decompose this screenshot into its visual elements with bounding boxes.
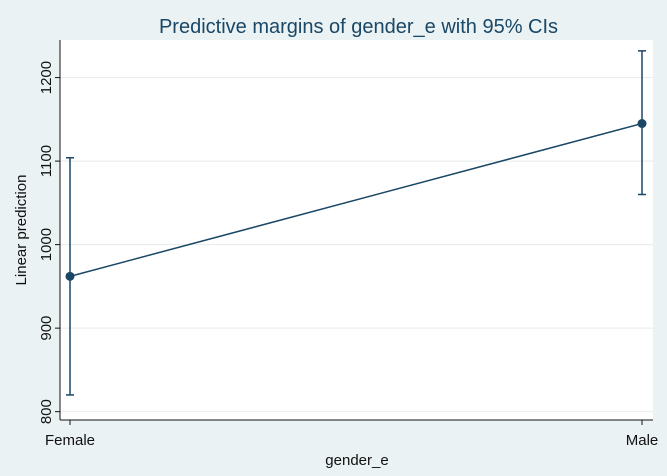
- plot-area: [60, 40, 653, 420]
- axes: [55, 40, 653, 425]
- y-tick-label-1100: 1100: [38, 145, 55, 177]
- gridlines: [60, 77, 653, 413]
- y-tick-label-800: 800: [38, 399, 55, 424]
- x-tick-label-female: Female: [45, 432, 95, 449]
- y-axis-title: Linear prediction: [13, 175, 30, 286]
- series-marks: [65, 50, 647, 396]
- point-male: [637, 119, 647, 129]
- y-tick-label-900: 900: [38, 316, 55, 341]
- tick-labels: 800 900 1000 1100 1200 Female Male: [38, 61, 658, 449]
- y-tick-label-1200: 1200: [38, 61, 55, 94]
- series-line-0: [69, 122, 643, 278]
- y-tick-label-1000: 1000: [38, 228, 55, 261]
- x-tick-label-male: Male: [626, 432, 659, 449]
- chart-title: Predictive margins of gender_e with 95% …: [159, 16, 558, 38]
- point-female: [65, 271, 75, 281]
- x-axis-title: gender_e: [325, 452, 388, 469]
